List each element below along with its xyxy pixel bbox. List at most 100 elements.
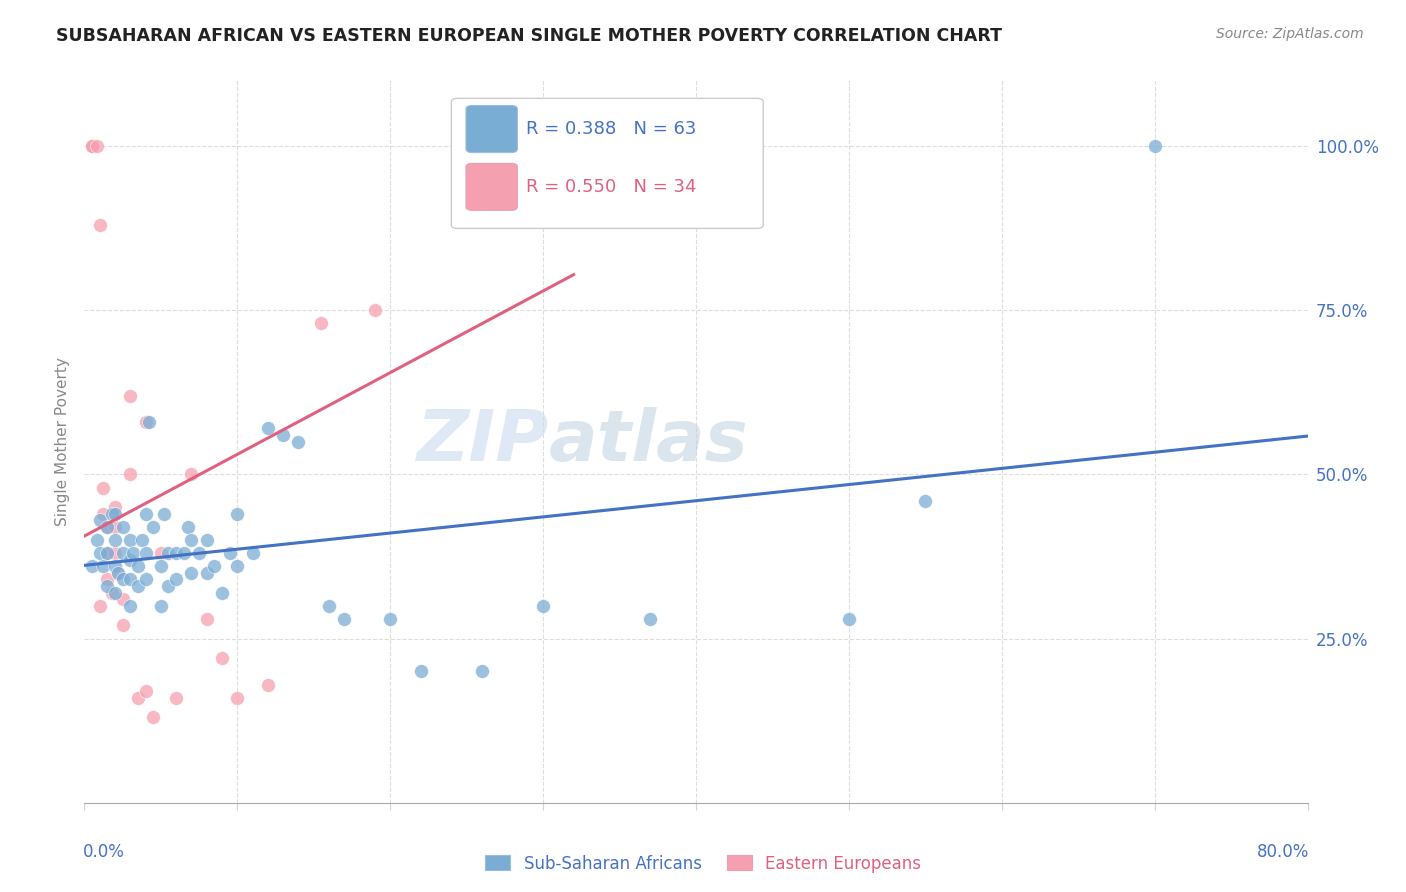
Point: [80, 559, 103, 574]
Point: [180, 566, 202, 580]
Point: [101, 585, 124, 599]
Point: [104, 500, 127, 515]
Point: [120, 573, 142, 587]
Point: [1143, 139, 1166, 153]
Point: [380, 612, 402, 626]
Point: [104, 559, 127, 574]
Text: R = 0.550   N = 34: R = 0.550 N = 34: [526, 178, 696, 196]
Point: [211, 585, 233, 599]
Point: [318, 599, 340, 613]
Point: [195, 566, 218, 580]
Point: [149, 599, 172, 613]
Point: [142, 710, 165, 724]
Point: [86, 533, 108, 547]
Text: 0.0%: 0.0%: [83, 843, 125, 861]
Text: atlas: atlas: [550, 407, 749, 476]
Point: [287, 434, 309, 449]
Point: [188, 546, 211, 560]
Point: [165, 546, 187, 560]
FancyBboxPatch shape: [465, 105, 517, 153]
Point: [195, 533, 218, 547]
Point: [409, 665, 432, 679]
Point: [135, 507, 157, 521]
Point: [914, 493, 936, 508]
Point: [104, 546, 127, 560]
Point: [165, 690, 187, 705]
Point: [96, 520, 118, 534]
Point: [195, 612, 218, 626]
Text: R = 0.388   N = 63: R = 0.388 N = 63: [526, 120, 696, 138]
Point: [96, 573, 118, 587]
Point: [177, 520, 200, 534]
Point: [638, 612, 661, 626]
Point: [135, 415, 157, 429]
Point: [96, 546, 118, 560]
Text: Source: ZipAtlas.com: Source: ZipAtlas.com: [1216, 27, 1364, 41]
Text: 80.0%: 80.0%: [1257, 843, 1309, 861]
Point: [111, 520, 134, 534]
Point: [120, 553, 142, 567]
Point: [89, 599, 111, 613]
Point: [135, 684, 157, 698]
Point: [80, 139, 103, 153]
Point: [86, 139, 108, 153]
Point: [135, 546, 157, 560]
Point: [271, 428, 294, 442]
Point: [311, 316, 333, 330]
Point: [153, 507, 176, 521]
FancyBboxPatch shape: [451, 98, 763, 228]
Point: [80, 139, 103, 153]
Point: [226, 507, 249, 521]
Point: [173, 546, 195, 560]
Point: [96, 579, 118, 593]
Point: [165, 573, 187, 587]
Point: [111, 592, 134, 607]
Point: [142, 520, 165, 534]
Text: SUBSAHARAN AFRICAN VS EASTERN EUROPEAN SINGLE MOTHER POVERTY CORRELATION CHART: SUBSAHARAN AFRICAN VS EASTERN EUROPEAN S…: [56, 27, 1002, 45]
Point: [111, 546, 134, 560]
Y-axis label: Single Mother Poverty: Single Mother Poverty: [55, 357, 70, 526]
Point: [531, 599, 554, 613]
Point: [218, 546, 240, 560]
Point: [111, 618, 134, 632]
Point: [138, 415, 160, 429]
Point: [91, 507, 114, 521]
Point: [202, 559, 225, 574]
Point: [257, 421, 280, 435]
Point: [127, 579, 149, 593]
Legend: Sub-Saharan Africans, Eastern Europeans: Sub-Saharan Africans, Eastern Europeans: [478, 848, 928, 880]
Point: [471, 139, 494, 153]
Point: [91, 481, 114, 495]
Point: [104, 533, 127, 547]
Point: [226, 690, 249, 705]
Point: [257, 677, 280, 691]
Point: [96, 520, 118, 534]
Point: [211, 651, 233, 665]
Point: [157, 579, 180, 593]
Point: [149, 559, 172, 574]
Point: [120, 467, 142, 482]
Point: [131, 533, 153, 547]
Point: [120, 533, 142, 547]
Point: [120, 599, 142, 613]
Point: [180, 467, 202, 482]
Point: [107, 566, 129, 580]
Point: [89, 513, 111, 527]
Point: [104, 507, 127, 521]
Point: [157, 546, 180, 560]
Point: [149, 546, 172, 560]
Text: ZIP: ZIP: [418, 407, 550, 476]
FancyBboxPatch shape: [465, 163, 517, 211]
Point: [333, 612, 356, 626]
Point: [242, 546, 264, 560]
Point: [89, 218, 111, 232]
Point: [104, 585, 127, 599]
Point: [127, 690, 149, 705]
Point: [471, 665, 494, 679]
Point: [96, 546, 118, 560]
Point: [180, 533, 202, 547]
Point: [101, 507, 124, 521]
Point: [226, 559, 249, 574]
Point: [91, 559, 114, 574]
Point: [120, 388, 142, 402]
